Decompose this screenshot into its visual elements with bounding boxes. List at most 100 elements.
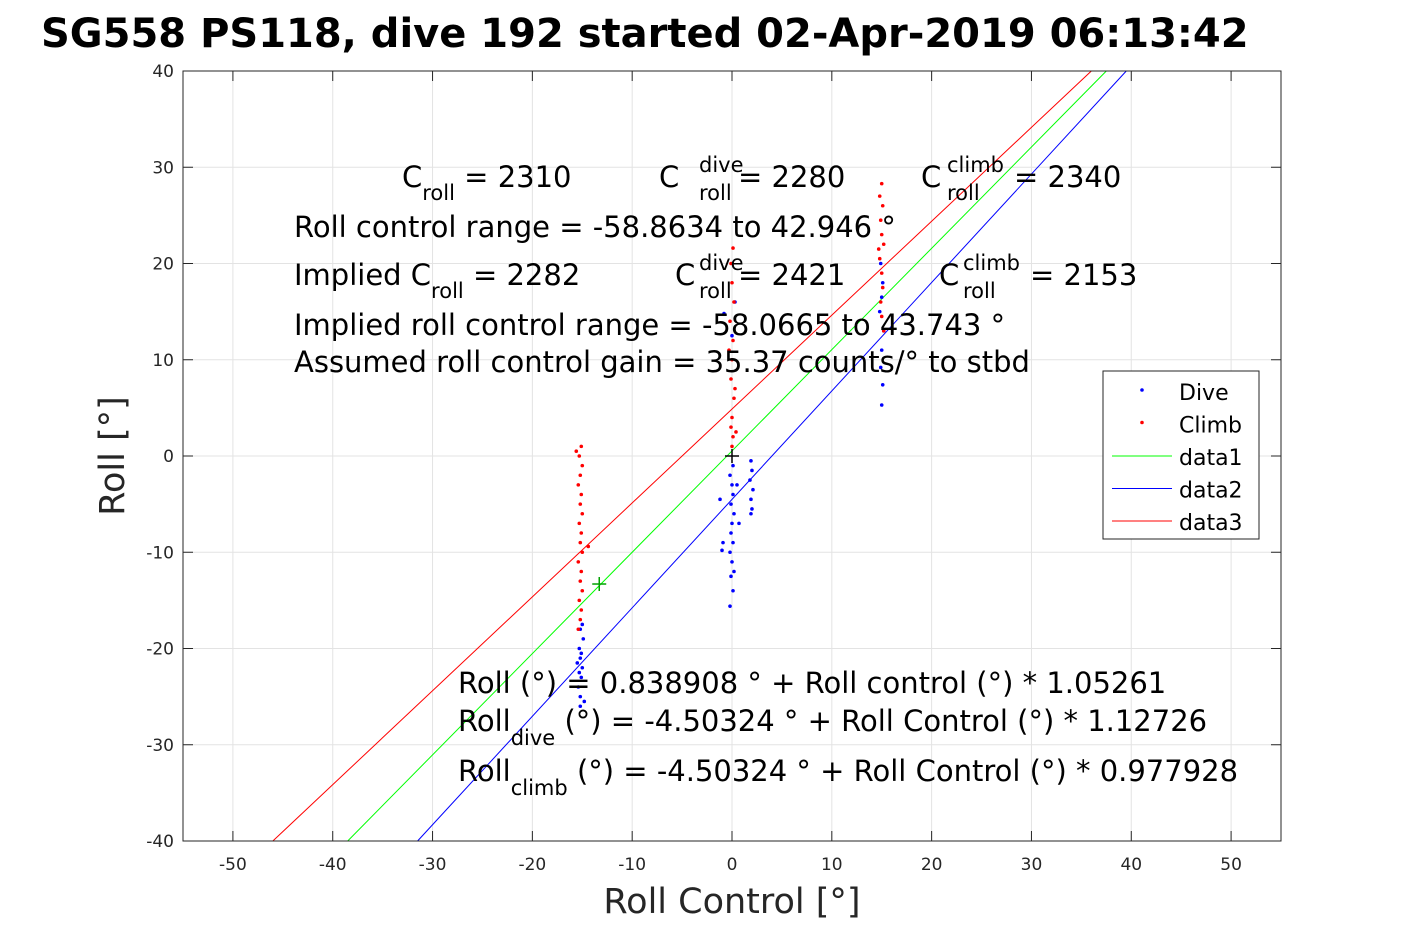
annot-fit-climb: Rollclimb (°) = -4.50324 ° + Roll Contro… <box>458 754 1238 800</box>
point-dive <box>577 646 582 651</box>
legend-items: Dive Climb data1 data2 data3 <box>1112 381 1243 536</box>
y-tick-label: 10 <box>152 351 174 371</box>
point-climb <box>876 247 881 251</box>
point-dive <box>878 261 883 266</box>
point-dive <box>879 348 884 352</box>
point-climb <box>877 194 882 198</box>
point-climb <box>732 300 736 304</box>
point-dive <box>748 478 752 482</box>
annot-c-climb-sub: roll <box>947 181 980 205</box>
annot-implied-c-roll: Implied Croll = 2282 <box>294 258 580 303</box>
point-climb <box>727 348 731 352</box>
point-climb <box>878 218 883 222</box>
point-dive <box>879 403 884 407</box>
point-dive <box>730 560 734 564</box>
y-tick-label: -40 <box>146 832 174 852</box>
point-dive <box>728 473 732 478</box>
y-axis-label: Roll [°] <box>93 396 133 516</box>
annot-c-climb-sup: climb <box>947 153 1004 177</box>
y-tick-label: 30 <box>152 158 174 178</box>
point-climb <box>880 285 885 290</box>
scatter-points <box>574 181 886 709</box>
point-dive <box>580 622 585 627</box>
point-dive <box>720 548 724 553</box>
point-climb <box>578 502 583 506</box>
point-climb <box>579 492 584 497</box>
annot-c-roll: Croll = 2310 <box>402 160 572 205</box>
point-dive <box>732 569 736 574</box>
point-climb <box>580 463 585 468</box>
point-dive <box>581 637 586 641</box>
point-climb <box>579 531 584 535</box>
annot-c-dive-sup: dive <box>699 153 744 177</box>
point-climb <box>580 550 585 555</box>
point-climb <box>578 473 583 478</box>
annot-implied-c-climb-sub: roll <box>963 279 996 303</box>
point-dive <box>578 694 583 699</box>
point-dive <box>730 483 734 487</box>
annot-implied-c-dive-sup: dive <box>699 251 744 275</box>
point-dive <box>731 492 735 497</box>
annot-implied-c-climb-sup: climb <box>963 251 1020 275</box>
y-tick-label: 20 <box>152 255 174 275</box>
point-climb <box>577 598 582 603</box>
annot-implied-range: Implied roll control range = -58.0665 to… <box>294 308 1005 342</box>
legend-label-dive: Dive <box>1179 381 1229 406</box>
annot-implied-c-climb: C <box>939 258 959 292</box>
x-tick-label: -20 <box>518 855 546 875</box>
point-dive <box>732 511 736 516</box>
legend-label-data1: data1 <box>1179 446 1243 471</box>
point-climb <box>879 181 884 186</box>
annotation-block: Croll = 2310 C dive roll = 2280 C climb … <box>294 153 1238 800</box>
point-dive <box>750 507 754 511</box>
annot-fit-roll: Roll (°) = 0.838908 ° + Roll control (°)… <box>458 666 1166 700</box>
point-climb <box>730 415 734 420</box>
y-tick-label: 0 <box>163 447 174 467</box>
point-climb <box>731 246 735 250</box>
point-dive <box>582 699 587 704</box>
legend-label-data3: data3 <box>1179 511 1243 536</box>
point-dive <box>578 656 583 660</box>
point-dive <box>730 521 734 526</box>
annot-implied-c-dive-val: = 2421 <box>738 258 845 292</box>
point-climb <box>879 232 884 237</box>
x-tick-label: -10 <box>618 855 646 875</box>
legend-box <box>1102 370 1260 540</box>
point-climb <box>580 588 585 593</box>
point-climb <box>881 242 886 247</box>
point-dive <box>580 665 585 670</box>
point-dive <box>751 487 755 492</box>
point-climb <box>576 560 581 564</box>
point-dive <box>880 382 885 387</box>
point-climb <box>729 425 733 429</box>
point-climb <box>879 314 884 319</box>
annot-c-dive-val: = 2280 <box>738 160 845 194</box>
point-dive <box>879 295 884 299</box>
tick-labels: -50 -40 -30 -20 -10 0 10 20 30 40 50 -40 -30 -20 -10 0 1… <box>146 62 1242 875</box>
point-dive <box>579 651 584 656</box>
y-tick-label: -10 <box>146 543 174 563</box>
annot-c-climb: C <box>921 160 941 194</box>
point-dive <box>730 333 734 338</box>
chart-title: SG558 PS118, dive 192 started 02-Apr-201… <box>41 11 1249 57</box>
x-tick-label: 0 <box>727 855 738 875</box>
point-dive <box>721 540 725 545</box>
x-tick-label: -40 <box>319 855 347 875</box>
annot-implied-c-climb-val: = 2153 <box>1030 258 1137 292</box>
point-climb <box>576 627 581 632</box>
annot-c-climb-val: = 2340 <box>1014 160 1121 194</box>
point-dive <box>729 502 733 506</box>
point-climb <box>577 454 582 458</box>
point-climb <box>578 579 583 583</box>
point-climb <box>729 261 733 266</box>
series-line-data2 <box>417 70 1127 842</box>
annot-gain: Assumed roll control gain = 35.37 counts… <box>294 345 1030 379</box>
x-tick-label: 20 <box>921 855 943 875</box>
point-dive <box>737 521 741 526</box>
legend-label-climb: Climb <box>1179 414 1242 439</box>
point-climb <box>879 271 884 275</box>
point-climb <box>578 540 583 545</box>
point-dive <box>576 685 581 689</box>
point-dive <box>577 670 582 675</box>
